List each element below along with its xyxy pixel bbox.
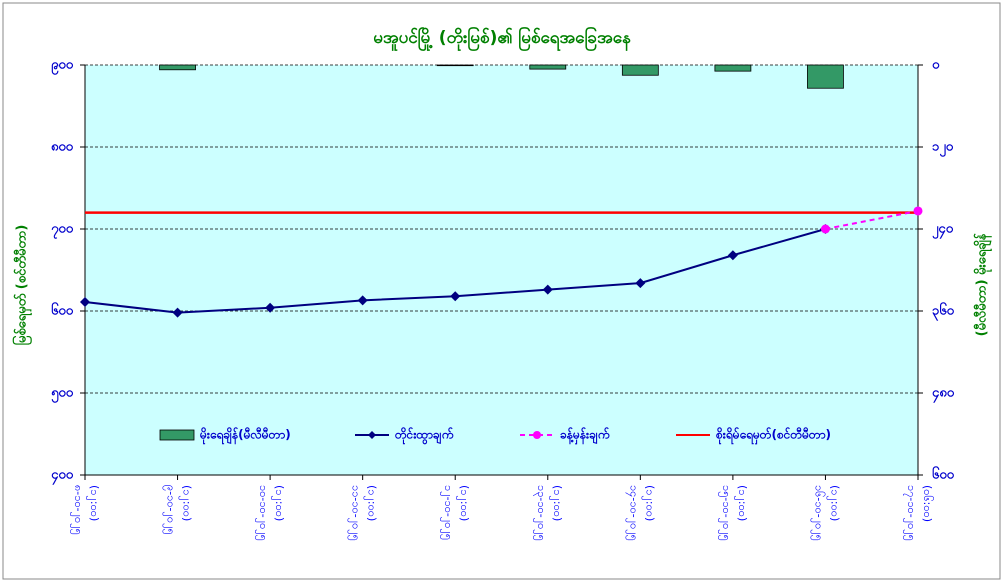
x-tick-time: (၁၂:၀၀) <box>271 485 286 521</box>
x-tick-label: ၁၂-၁၀-၂၀၂၅ <box>440 485 455 540</box>
point <box>542 284 553 295</box>
y-axis-title: မြစ်ရေမှတ် (စင်တီမီတာ) <box>12 225 33 346</box>
y-tick-label: ၈၀၀ <box>51 140 74 155</box>
legend-label: စိုးရိမ်ရေမှတ်(စင်တီမီတာ) <box>715 426 831 446</box>
x-tick-time: (၁၂:၀၀) <box>86 485 101 521</box>
bar <box>807 64 844 89</box>
x-tick-time: (၁၂:၀၀) <box>641 485 656 521</box>
x-tick-time: (၀၆:၀၀) <box>921 485 934 522</box>
y2-axis-title: (မီလီမီတာ) မိုးရေချိန် <box>973 232 993 336</box>
plot-area <box>85 65 918 475</box>
y2-tick-label: ၀ <box>932 58 940 73</box>
legend-label: မိုးရေချိန်(မီလီမီတာ) <box>199 426 291 446</box>
x-tick-label: ၁၇-၁၀-၂၀၂၅ <box>903 485 918 541</box>
point <box>635 278 646 289</box>
y2-tick-label: ၂၄၀ <box>932 222 954 240</box>
x-tick-time: (၁၂:၀၀) <box>826 485 841 521</box>
x-tick-label: ၁၁-၁၀-၂၀၂၅ <box>348 485 363 541</box>
y-tick-label: ၅၀၀ <box>51 386 74 404</box>
y2-tick-label: ၁၂၀ <box>932 140 954 158</box>
bar <box>159 64 196 71</box>
legend-swatch <box>159 429 195 441</box>
bar <box>621 64 659 76</box>
x-tick-time: (၁၂:၀၀) <box>364 485 379 521</box>
x-tick-time: (၁၂:၀၀) <box>179 485 194 521</box>
bar <box>714 64 752 72</box>
legend-marker <box>368 431 376 439</box>
y2-tick-label: ၃၆၀ <box>932 302 955 322</box>
x-tick-label: ၁၃-၁၀-၂၀၂၅ <box>533 485 548 541</box>
legend-label: ခန့်မှန်းချက် <box>560 426 610 446</box>
legend-marker <box>533 431 541 439</box>
y2-tick-label: ၆၀၀ <box>932 466 955 483</box>
bar <box>529 64 567 70</box>
x-tick-label: ၁၄-၁၀-၂၀၂၅ <box>625 485 640 541</box>
point <box>913 206 923 216</box>
y-tick-label: ၆၀၀ <box>51 302 74 319</box>
y2-tick-label: ၄၈၀ <box>932 386 955 404</box>
chart-title: မအူပင်မြို့ (တိုးမြစ်)၏ မြစ်ရေအခြေအနေ <box>373 25 631 52</box>
bar <box>436 64 474 67</box>
point <box>265 302 276 313</box>
y-tick-label: ၄၀၀ <box>51 468 74 486</box>
x-tick-label: ၁၆-၁၀-၂၀၂၅ <box>810 485 825 541</box>
point <box>357 295 368 306</box>
point <box>172 307 183 318</box>
x-tick-label: ၉-၁၀-၂၀၂၅ <box>163 485 178 535</box>
x-tick-time: (၁၂:၀၀) <box>549 485 564 521</box>
point <box>450 291 461 302</box>
x-tick-label: ၁၅-၁၀-၂၀၂၅ <box>718 485 733 541</box>
point <box>820 224 830 234</box>
point <box>80 296 90 307</box>
point <box>727 250 738 261</box>
x-tick-label: ၈-၁၀-၂၀၂၅ <box>70 485 85 535</box>
y-tick-label: ၉၀၀ <box>51 58 74 76</box>
line <box>825 209 919 230</box>
x-tick-time: (၁၂:၀၀) <box>734 485 749 521</box>
legend-label: တိုင်းထွာချက် <box>394 426 454 446</box>
y-tick-label: ၇၀၀ <box>51 222 74 240</box>
x-tick-label: ၁၀-၁၀-၂၀၂၅ <box>255 485 270 541</box>
x-tick-time: (၁၂:၀၀) <box>456 485 471 521</box>
